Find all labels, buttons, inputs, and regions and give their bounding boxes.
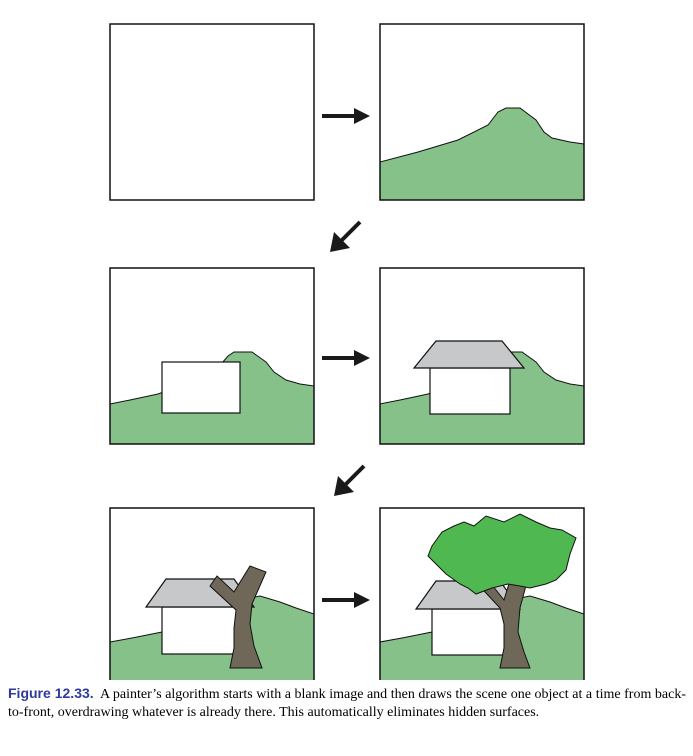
arrow-down-left-1: [330, 220, 362, 252]
panel-frame: [379, 507, 585, 680]
house-wall: [161, 361, 241, 414]
panel-frame: [379, 23, 585, 201]
panel-tree-foliage: [379, 507, 585, 680]
arrow-right-1: [322, 108, 370, 124]
panel-house-wall: [109, 267, 315, 445]
panel-frame: [109, 267, 315, 445]
panel-frame: [109, 507, 315, 680]
house-wall: [161, 606, 239, 655]
tree-foliage: [427, 513, 577, 595]
house-wall: [431, 608, 507, 656]
house-wall: [429, 367, 511, 415]
arrow-right-3: [322, 592, 370, 608]
tree-trunk: [471, 569, 531, 669]
caption-text: A painter’s algorithm starts with a blan…: [8, 687, 686, 720]
panel-blank: [109, 23, 315, 201]
panel-tree-trunk: [109, 507, 315, 680]
figure-caption: Figure 12.33. A painter’s algorithm star…: [8, 684, 686, 722]
house-roof: [412, 340, 526, 369]
panel-ground: [379, 23, 585, 201]
arrow-down-left-2: [334, 464, 366, 496]
panel-frame: [109, 23, 315, 201]
painters-algorithm-figure: [109, 23, 585, 680]
caption-label: Figure 12.33.: [8, 685, 94, 701]
tree-trunk: [209, 565, 267, 669]
arrow-right-2: [322, 350, 370, 366]
ground-hill: [380, 107, 584, 200]
panel-house-roof: [379, 267, 585, 445]
panel-frame: [379, 267, 585, 445]
